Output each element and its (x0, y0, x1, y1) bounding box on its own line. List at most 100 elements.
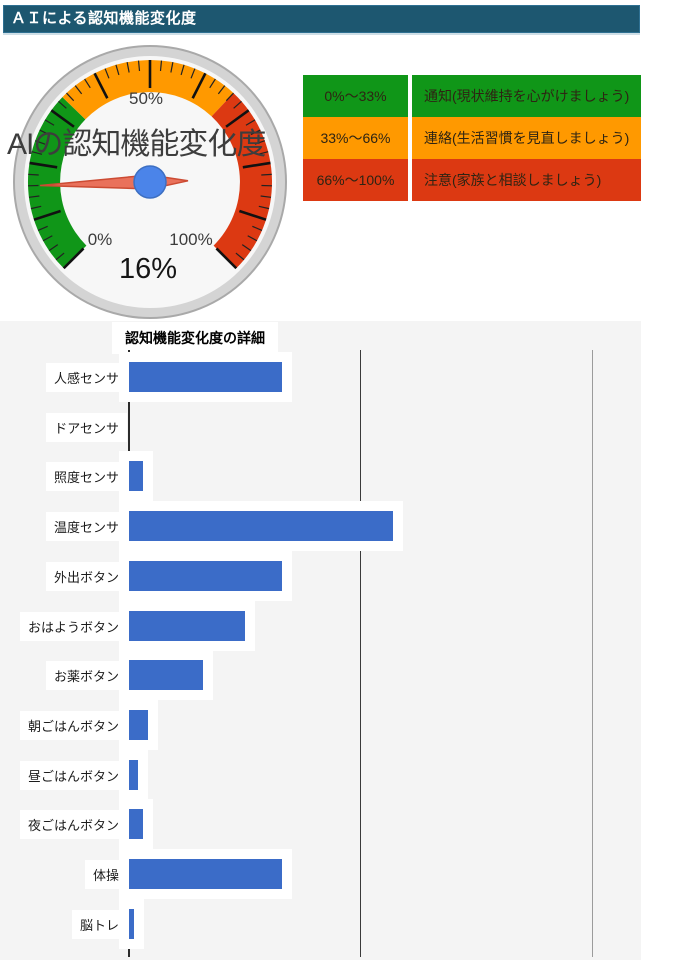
legend-row-low: 0%～33% 通知(現状維持を心がけましょう) (303, 75, 641, 117)
gauge-minor-tick (48, 244, 59, 252)
gauge-minor-tick (159, 60, 163, 72)
gauge-major-tick (225, 109, 250, 128)
gauge-minor-tick (258, 205, 270, 210)
gauge-minor-tick (233, 100, 242, 109)
bar-お薬ボタン (129, 660, 203, 691)
gauge-minor-tick (261, 173, 272, 176)
legend-range: 33%～66% (303, 117, 408, 159)
bar-外出ボタン (129, 560, 282, 591)
gauge-minor-tick (252, 225, 263, 232)
gauge-major-tick (238, 209, 267, 221)
gauge-major-tick (191, 72, 207, 99)
gauge-minor-tick (37, 225, 48, 232)
gauge-minor-tick (225, 92, 234, 102)
legend-description: 連絡(生活習慣を見直しましょう) (412, 117, 641, 159)
gauge-minor-tick (35, 140, 46, 145)
bar-脳トレ (129, 908, 134, 939)
bar-おはようボタン (129, 610, 245, 641)
gauge-ticks (28, 60, 272, 270)
gauge-minor-tick (209, 78, 216, 89)
category-label: 温度センサ (0, 512, 127, 542)
gauge-major-tick (242, 161, 271, 169)
gauge-major-tick (93, 72, 109, 99)
gauge-minor-tick (31, 151, 43, 155)
category-label: 外出ボタン (0, 561, 127, 591)
bar-chart-title: 認知機能変化度の詳細 (125, 330, 265, 346)
gauge-value-label: 16% (119, 253, 177, 285)
gauge-minor-tick (66, 92, 75, 102)
legend-row-mid: 33%～66% 連絡(生活習慣を見直しましょう) (303, 117, 641, 159)
bar-chart-gridline-100 (592, 350, 593, 957)
category-label: 照度センサ (0, 462, 127, 492)
app-header: ＡＩによる認知機能変化度 (3, 5, 640, 33)
category-label: お薬ボタン (0, 661, 127, 691)
gauge-minor-tick (30, 205, 42, 210)
gauge-minor-tick (84, 78, 91, 89)
gauge-overlay-title: AIの認知機能変化度 (7, 128, 266, 161)
gauge-minor-tick (104, 68, 110, 79)
gauge-minor-tick (260, 195, 272, 198)
category-label: 朝ごはんボタン (0, 710, 127, 740)
gauge-minor-tick (180, 64, 185, 76)
gauge-minor-tick (254, 140, 265, 145)
category-label: 昼ごはんボタン (0, 760, 127, 790)
bar-朝ごはんボタン (129, 709, 148, 740)
legend-description: 通知(現状維持を心がけましょう) (412, 75, 641, 117)
bar-体操 (129, 859, 282, 889)
gauge-minor-tick (42, 235, 53, 242)
category-label: 体操 (0, 860, 127, 889)
legend-row-high: 66%～100% 注意(家族と相談しましょう) (303, 159, 641, 201)
gauge-pivot (133, 165, 167, 199)
bar-昼ごはんボタン (129, 759, 138, 790)
gauge-minor-tick (28, 195, 40, 198)
bar-温度センサ (129, 511, 393, 542)
gauge-panel: 0% 50% 100% 16% AIの認知機能変化度 (0, 40, 297, 321)
gauge-minor-tick (74, 85, 83, 95)
bar-chart-panel: 認知機能変化度の詳細 人感センサドアセンサ照度センサ温度センサ外出ボタンおはよう… (0, 321, 641, 960)
category-label: 脳トレ (0, 909, 127, 939)
gauge-minor-tick (137, 60, 141, 72)
bar-chart-gridline-50 (360, 350, 361, 957)
gauge-max-label: 100% (169, 230, 212, 249)
gauge-minor-tick (44, 119, 55, 126)
gauge-minor-tick (39, 129, 50, 136)
gauge-minor-tick (170, 62, 174, 73)
gauge-zone-high (211, 93, 273, 269)
gauge-minor-tick (245, 119, 256, 126)
bar-照度センサ (129, 461, 143, 492)
gauge-minor-tick (235, 252, 245, 261)
gauge-minor-tick (115, 64, 120, 76)
gauge-zone-low (27, 97, 87, 269)
gauge-minor-tick (190, 68, 196, 79)
category-label: 人感センサ (0, 363, 127, 392)
bar-夜ごはんボタン (129, 809, 143, 840)
gauge-minor-tick (247, 235, 258, 242)
legend-table: 0%～33% 通知(現状維持を心がけましょう) 33%～66% 連絡(生活習慣を… (303, 75, 641, 201)
gauge-zone-mid (62, 60, 234, 120)
gauge-minor-tick (250, 129, 261, 136)
gauge-major-tick (29, 161, 58, 169)
page-title: ＡＩによる認知機能変化度 (11, 10, 197, 27)
gauge-major-tick (50, 109, 75, 128)
gauge-major-tick (215, 247, 238, 270)
legend-description: 注意(家族と相談しましょう) (412, 159, 641, 201)
gauge-minor-tick (55, 252, 65, 261)
gauge-minor-tick (28, 173, 39, 176)
category-label: おはようボタン (0, 611, 127, 641)
category-label: 夜ごはんボタン (0, 810, 127, 840)
gauge-min-label: 0% (88, 230, 113, 249)
gauge-minor-tick (257, 151, 269, 155)
category-label: ドアセンサ (0, 412, 127, 442)
gauge-major-tick (33, 209, 62, 221)
gauge-minor-tick (58, 100, 67, 109)
bar-人感センサ (129, 362, 282, 392)
bar-chart-title-patch: 認知機能変化度の詳細 (112, 322, 278, 354)
gauge-major-tick (62, 247, 85, 270)
legend-range: 0%～33% (303, 75, 408, 117)
gauge-minor-tick (217, 85, 226, 95)
gauge-minor-tick (241, 244, 252, 252)
legend-range: 66%～100% (303, 159, 408, 201)
gauge-minor-tick (126, 62, 130, 73)
gauge-mid-label: 50% (129, 89, 163, 108)
